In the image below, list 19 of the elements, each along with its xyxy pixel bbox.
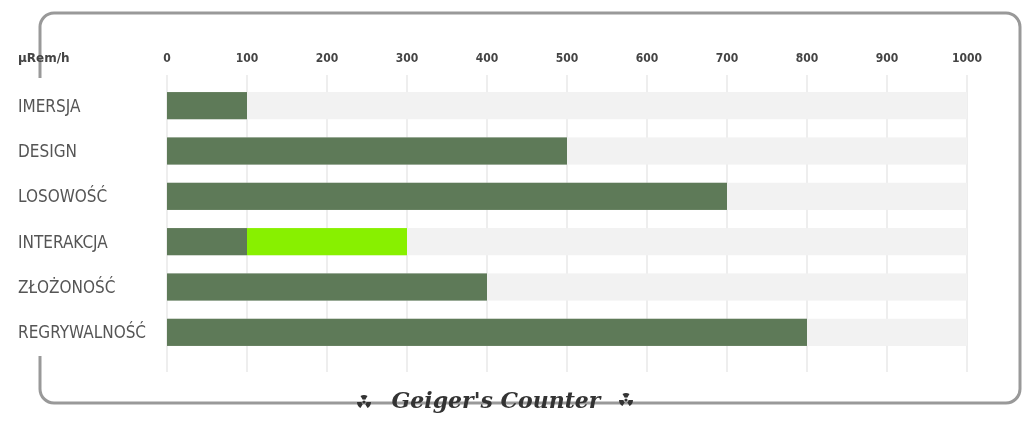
x-tick-label: 500: [555, 51, 579, 65]
x-tick-label: 0: [163, 51, 171, 65]
x-tick-label: 1000: [951, 51, 983, 65]
y-tick-label: REGRYWALNOŚĆ: [18, 321, 147, 343]
x-tick-label: 600: [635, 51, 659, 65]
y-tick-label: ZŁOŻONOŚĆ: [18, 276, 116, 297]
x-tick-label: 100: [235, 51, 259, 65]
x-tick-label: 900: [875, 51, 899, 65]
y-tick-label: INTERAKCJA: [18, 231, 109, 252]
x-tick-label: 400: [475, 51, 499, 65]
y-tick-label: DESIGN: [18, 141, 77, 161]
x-tick-label: 700: [715, 51, 739, 65]
x-tick-label: 800: [795, 51, 819, 65]
y-tick-label: LOSOWOŚĆ: [18, 185, 108, 207]
text: Geiger's Counter: [391, 387, 602, 413]
y-tick-label: IMERSJA: [18, 95, 81, 116]
x-tick-label: 200: [315, 51, 339, 65]
x-axis-title: µRem/h: [18, 51, 70, 65]
x-tick-label: 300: [395, 51, 419, 65]
